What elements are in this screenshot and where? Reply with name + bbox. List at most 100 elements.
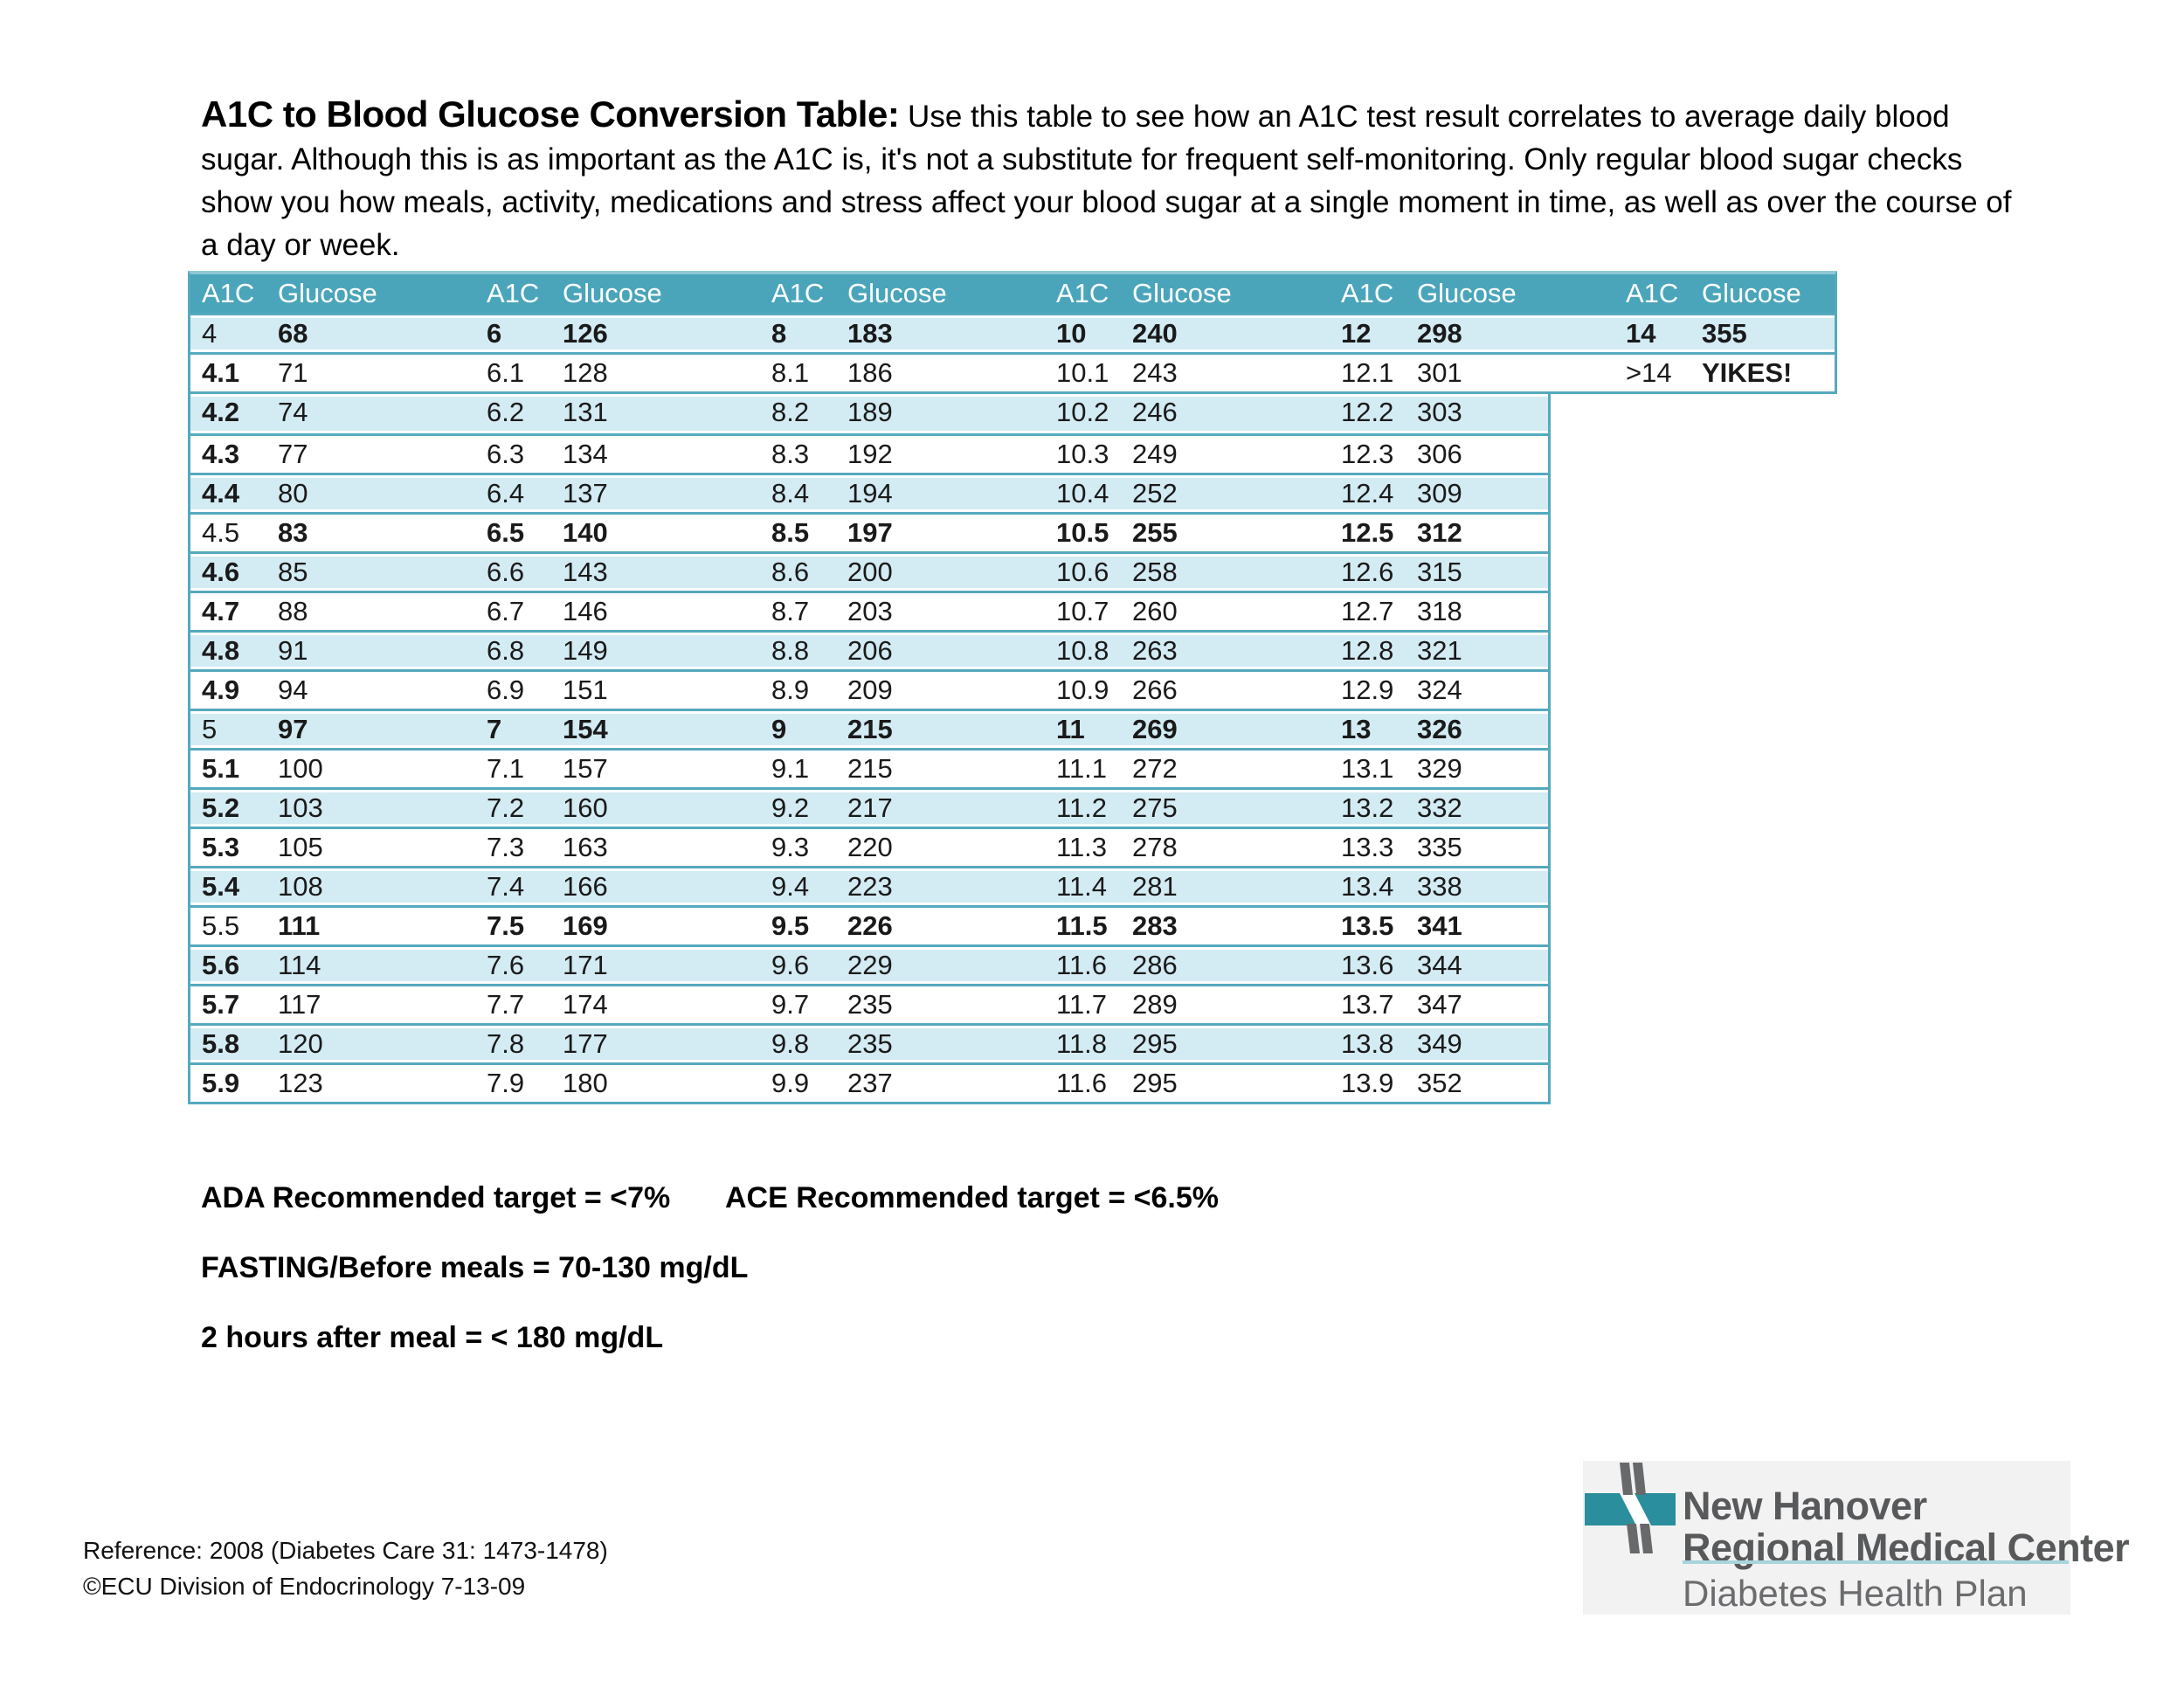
a1c-value: 12.3 (1341, 439, 1394, 469)
table-header-row: A1C Glucose A1C Glucose A1C Glucose A1C Glucose… (190, 274, 1835, 313)
a1c-value: 8 (771, 318, 787, 349)
glucose-value: 283 (1132, 910, 1178, 941)
note-fasting: FASTING/Before meals = 70-130 mg/dL (201, 1251, 749, 1284)
a1c-value: 11.7 (1056, 989, 1108, 1020)
a1c-value: 7.8 (487, 1028, 525, 1059)
a1c-value: 5.2 (202, 792, 240, 823)
a1c-value: 4.5 (202, 517, 240, 548)
a1c-value: 14 (1626, 318, 1656, 349)
glucose-value: 171 (563, 950, 608, 980)
glucose-value: 91 (278, 635, 308, 666)
a1c-value: 6 (487, 318, 502, 349)
a1c-value: 6.6 (487, 557, 525, 587)
glucose-value: 189 (847, 397, 893, 427)
a1c-value: 10.1 (1056, 357, 1109, 388)
a1c-value: 6.1 (487, 357, 525, 388)
glucose-value: 329 (1417, 753, 1462, 784)
glucose-value: 286 (1132, 950, 1178, 980)
glucose-value: 68 (278, 318, 308, 349)
header-glucose-3: Glucose (847, 278, 947, 308)
reference-block: Reference: 2008 (Diabetes Care 31: 1473-… (83, 1532, 608, 1604)
a1c-value: 10.4 (1056, 478, 1109, 508)
a1c-value: 6.7 (487, 596, 525, 626)
a1c-value: 5.5 (202, 910, 240, 941)
glucose-value: 206 (847, 635, 893, 666)
glucose-value: 295 (1132, 1028, 1178, 1059)
glucose-value: 255 (1132, 517, 1178, 548)
glucose-value: 154 (563, 714, 608, 744)
page-title: A1C to Blood Glucose Conversion Table: (201, 93, 900, 135)
glucose-value: 117 (278, 989, 321, 1020)
a1c-value: 13.8 (1341, 1028, 1394, 1059)
a1c-value: 11.1 (1056, 753, 1108, 784)
glucose-value: 169 (563, 910, 608, 941)
glucose-value: 85 (278, 557, 308, 587)
glucose-value: 289 (1132, 989, 1178, 1020)
glucose-value: 309 (1417, 478, 1462, 508)
glucose-value: 192 (847, 439, 893, 469)
a1c-value: 5.9 (202, 1068, 240, 1098)
a1c-value: 5 (202, 714, 218, 744)
a1c-value: 7 (487, 714, 502, 744)
a1c-value: 7.6 (487, 950, 525, 980)
a1c-value: 11.2 (1056, 792, 1108, 823)
glucose-value: 355 (1702, 318, 1747, 349)
glucose-value: 128 (563, 357, 608, 388)
glucose-value: 220 (847, 832, 893, 862)
table-row: 4.3 77 6.3 134 8.3 192 10.3 249 12.3 306 (190, 433, 1548, 473)
glucose-value: 249 (1132, 439, 1178, 469)
note-ace-target: ACE Recommended target = <6.5% (725, 1181, 1219, 1214)
header-glucose-1: Glucose (278, 278, 377, 308)
glucose-value: 203 (847, 596, 893, 626)
table-row: 5.6 114 7.6 171 9.6 229 11.6 286 13.6 344 (190, 944, 1548, 984)
a1c-value: 8.9 (771, 675, 810, 705)
a1c-value: 8.8 (771, 635, 810, 666)
glucose-value: 174 (563, 989, 608, 1020)
a1c-value: 8.6 (771, 557, 810, 587)
a1c-value: 13.9 (1341, 1068, 1394, 1098)
glucose-value: 200 (847, 557, 893, 587)
a1c-value: 7.3 (487, 832, 525, 862)
a1c-value: 13.4 (1341, 871, 1394, 902)
a1c-value: 12.5 (1341, 517, 1394, 548)
table-row: 4.2 74 6.2 131 8.2 189 10.2 246 12.2 303 (190, 394, 1548, 433)
glucose-value: 298 (1417, 318, 1462, 349)
nhrmc-logo-mark-icon (1585, 1463, 1676, 1553)
a1c-value: 11.5 (1056, 910, 1108, 941)
a1c-value: 9.9 (771, 1068, 810, 1098)
table-row: 5.3 105 7.3 163 9.3 220 11.3 278 13.3 335 (190, 827, 1548, 866)
glucose-value: 120 (278, 1028, 323, 1059)
a1c-value: 11.8 (1056, 1028, 1108, 1059)
a1c-value: 4.1 (202, 357, 240, 388)
header-a1c-2: A1C (487, 278, 540, 308)
table-row: 4.5 83 6.5 140 8.5 197 10.5 255 12.5 312 (190, 512, 1548, 551)
glucose-value: 215 (847, 714, 893, 744)
conversion-table: A1C Glucose A1C Glucose A1C Glucose A1C Glucose… (188, 271, 1837, 1104)
glucose-value: 180 (563, 1068, 608, 1098)
a1c-value: 9.2 (771, 792, 810, 823)
glucose-value: 321 (1417, 635, 1462, 666)
table-row: 4.4 80 6.4 137 8.4 194 10.4 252 12.4 309 (190, 473, 1548, 512)
glucose-value: 237 (847, 1068, 893, 1098)
logo-background (1583, 1461, 2070, 1615)
glucose-value: 103 (278, 792, 323, 823)
glucose-value: 183 (847, 318, 893, 349)
a1c-value: 9.3 (771, 832, 810, 862)
glucose-value: 332 (1417, 792, 1462, 823)
a1c-value: 6.3 (487, 439, 525, 469)
glucose-value: 260 (1132, 596, 1178, 626)
glucose-value: 94 (278, 675, 308, 705)
glucose-value: 341 (1417, 910, 1462, 941)
header-a1c-6: A1C (1626, 278, 1679, 308)
glucose-value: 306 (1417, 439, 1462, 469)
a1c-value: 5.4 (202, 871, 240, 902)
glucose-value: 344 (1417, 950, 1462, 980)
glucose-value: 151 (563, 675, 608, 705)
a1c-value: 7.9 (487, 1068, 525, 1098)
a1c-value: 11.6 (1056, 1068, 1108, 1098)
glucose-value: 80 (278, 478, 308, 508)
a1c-value: 4.9 (202, 675, 240, 705)
header-a1c-1: A1C (202, 278, 255, 308)
glucose-value: 266 (1132, 675, 1178, 705)
copyright-line: ©ECU Division of Endocrinology 7-13-09 (83, 1573, 526, 1600)
